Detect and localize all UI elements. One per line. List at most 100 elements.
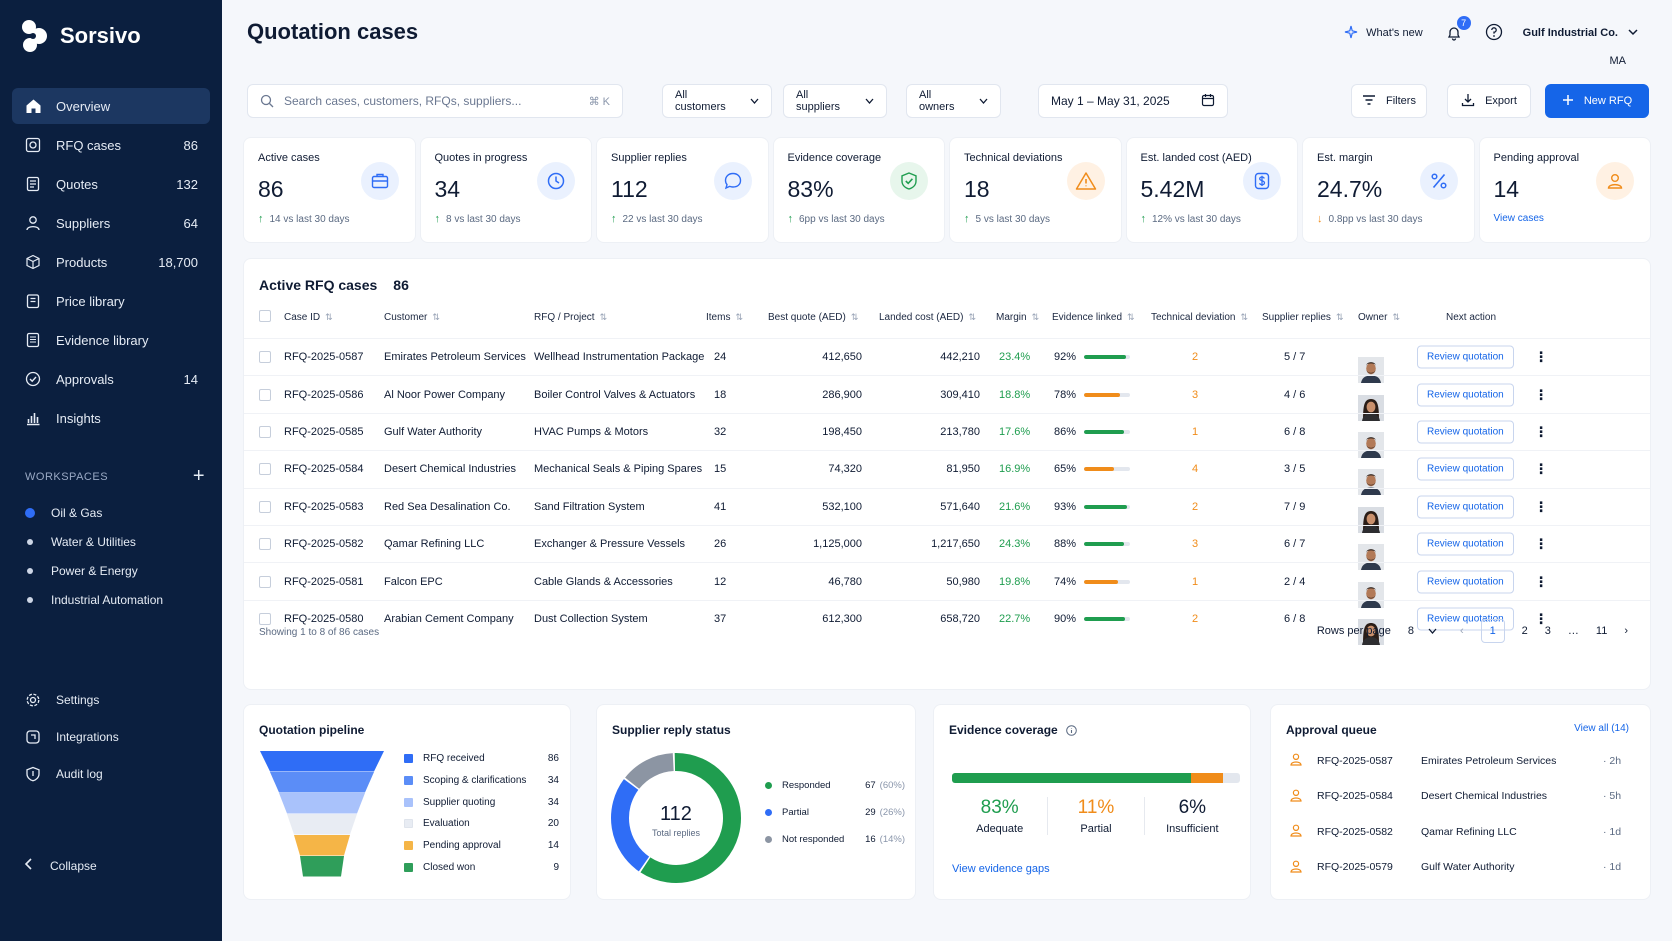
funnel-stage[interactable] [279, 793, 365, 814]
case-id[interactable]: RFQ-2025-0582 [284, 538, 364, 551]
funnel-stage[interactable] [287, 814, 357, 835]
table-row[interactable]: RFQ-2025-0583 Red Sea Desalination Co. San… [244, 487, 1650, 533]
column-header[interactable]: Case ID ⇅ [284, 312, 333, 323]
review-quotation-button[interactable]: Review quotation [1417, 495, 1514, 519]
kpi-card[interactable]: Evidence coverage 83% ↑ 6pp vs last 30 days [772, 137, 945, 243]
column-header[interactable]: Landed cost (AED) ⇅ [879, 312, 976, 323]
approval-queue-item[interactable]: RFQ-2025-0584 Desert Chemical Industries ·… [1289, 779, 1629, 815]
column-header[interactable]: Next action [1446, 312, 1496, 323]
review-quotation-button[interactable]: Review quotation [1417, 420, 1514, 444]
review-quotation-button[interactable]: Review quotation [1417, 345, 1514, 369]
kpi-card[interactable]: Active cases 86 ↑ 14 vs last 30 days [243, 137, 416, 243]
more-options-icon[interactable]: ⋮ [1534, 386, 1548, 403]
column-header[interactable]: Technical deviation ⇅ [1151, 312, 1248, 323]
prev-page-icon[interactable]: ‹ [1459, 625, 1464, 637]
table-row[interactable]: RFQ-2025-0585 Gulf Water Authority HVAC Pu… [244, 412, 1650, 458]
next-page-icon[interactable]: › [1624, 625, 1628, 637]
page-button[interactable]: 2 [1521, 625, 1528, 637]
column-header[interactable]: RFQ / Project ⇅ [534, 312, 607, 323]
avatar[interactable] [1358, 469, 1384, 498]
sidebar-item-rfq-cases[interactable]: RFQ cases 86 [12, 127, 210, 163]
row-checkbox[interactable] [259, 351, 271, 364]
page-button[interactable]: 3 [1544, 625, 1551, 637]
review-quotation-button[interactable]: Review quotation [1417, 383, 1514, 407]
info-icon[interactable] [1065, 724, 1077, 736]
more-options-icon[interactable]: ⋮ [1534, 498, 1548, 515]
kpi-card[interactable]: Quotes in progress 34 ↑ 8 vs last 30 days [419, 137, 592, 243]
case-id[interactable]: RFQ-2025-0581 [284, 575, 364, 588]
whats-new-button[interactable]: What's new [1344, 25, 1423, 42]
sidebar-item-evidence-library[interactable]: Evidence library [12, 322, 210, 358]
new-rfq-button[interactable]: New RFQ [1545, 84, 1649, 118]
supplier-filter-dropdown[interactable]: All suppliers [783, 84, 887, 118]
avatar[interactable] [1358, 357, 1384, 386]
view-evidence-gaps-link[interactable]: View evidence gaps [952, 863, 1050, 875]
donut-segment[interactable] [611, 779, 650, 872]
more-options-icon[interactable]: ⋮ [1534, 573, 1548, 590]
funnel-stage[interactable] [260, 751, 384, 772]
sidebar-item-products[interactable]: Products 18,700 [12, 244, 210, 280]
case-id[interactable]: RFQ-2025-0585 [284, 425, 364, 438]
row-checkbox[interactable] [259, 538, 271, 551]
export-button[interactable]: Export [1447, 84, 1531, 118]
row-checkbox[interactable] [259, 463, 271, 476]
table-row[interactable]: RFQ-2025-0582 Qamar Refining LLC Exchanger… [244, 524, 1650, 571]
table-row[interactable]: RFQ-2025-0587 Emirates Petroleum Services… [244, 338, 1650, 384]
kpi-card[interactable]: Est. landed cost (AED) 5.42M ↑ 12% vs last … [1125, 137, 1298, 243]
column-header[interactable]: Supplier replies ⇅ [1262, 312, 1343, 323]
date-range-picker[interactable]: May 1 – May 31, 2025 [1038, 84, 1228, 118]
approval-queue-item[interactable]: RFQ-2025-0587 Emirates Petroleum Services… [1289, 743, 1629, 779]
review-quotation-button[interactable]: Review quotation [1417, 607, 1514, 631]
table-row[interactable]: RFQ-2025-0584 Desert Chemical Industries M… [244, 450, 1650, 496]
filters-button[interactable]: Filters [1351, 84, 1427, 118]
more-options-icon[interactable]: ⋮ [1534, 610, 1548, 627]
sidebar-item-price-library[interactable]: Price library [12, 283, 210, 319]
row-checkbox[interactable] [259, 500, 271, 513]
sidebar-item-overview[interactable]: Overview [12, 88, 210, 124]
search-input[interactable]: Search cases, customers, RFQs, suppliers… [247, 84, 623, 118]
case-id[interactable]: RFQ-2025-0583 [284, 500, 364, 513]
avatar[interactable] [1358, 431, 1384, 461]
case-id[interactable]: RFQ-2025-0586 [284, 388, 364, 401]
more-options-icon[interactable]: ⋮ [1534, 348, 1548, 365]
funnel-stage[interactable] [270, 772, 374, 793]
row-checkbox[interactable] [259, 388, 271, 401]
sidebar-item-approvals[interactable]: Approvals 14 [12, 361, 210, 397]
sidebar-item-suppliers[interactable]: Suppliers 64 [12, 205, 210, 241]
table-row[interactable]: RFQ-2025-0581 Falcon EPC Cable Glands & Ac… [244, 562, 1650, 608]
select-all-checkbox[interactable] [259, 310, 271, 322]
collapse-button[interactable]: Collapse [24, 858, 97, 873]
notifications-button[interactable]: 7 [1443, 16, 1471, 44]
help-icon[interactable] [1485, 23, 1503, 44]
case-id[interactable]: RFQ-2025-0587 [284, 351, 364, 364]
row-checkbox[interactable] [259, 425, 271, 438]
more-options-icon[interactable]: ⋮ [1534, 535, 1548, 552]
rows-per-page-select[interactable]: 8 [1408, 625, 1437, 637]
kpi-card[interactable]: Supplier replies 112 ↑ 22 vs last 30 days [596, 137, 769, 243]
donut-segment[interactable] [640, 753, 741, 883]
more-options-icon[interactable]: ⋮ [1534, 460, 1548, 477]
column-header[interactable]: Items ⇅ [706, 312, 743, 323]
owner-filter-dropdown[interactable]: All owners [906, 84, 1001, 118]
view-cases-link[interactable]: View cases [1493, 213, 1544, 224]
donut-segment[interactable] [625, 753, 675, 790]
org-switcher[interactable]: Gulf Industrial Co. [1523, 27, 1638, 39]
table-row[interactable]: RFQ-2025-0586 Al Noor Power Company Boiler… [244, 375, 1650, 421]
review-quotation-button[interactable]: Review quotation [1417, 570, 1514, 594]
workspace-item[interactable]: Oil & Gas [25, 498, 205, 527]
avatar[interactable] [1358, 394, 1384, 424]
row-checkbox[interactable] [259, 575, 271, 588]
brand[interactable]: Sorsivo [18, 18, 141, 54]
sidebar-item-audit-log[interactable]: Audit log [12, 757, 210, 791]
sidebar-item-quotes[interactable]: Quotes 132 [12, 166, 210, 202]
table-row[interactable]: RFQ-2025-0580 Arabian Cement Company Dust … [244, 599, 1650, 645]
approval-queue-item[interactable]: RFQ-2025-0582 Qamar Refining LLC · 1d [1289, 814, 1629, 850]
avatar[interactable] [1358, 544, 1384, 573]
column-header[interactable]: Best quote (AED) ⇅ [768, 312, 858, 323]
avatar[interactable] [1358, 581, 1384, 611]
page-button[interactable]: 11 [1595, 625, 1608, 637]
column-header[interactable]: Customer ⇅ [384, 312, 440, 323]
column-header[interactable]: Owner ⇅ [1358, 312, 1400, 323]
page-button[interactable]: 1 [1480, 619, 1505, 643]
column-header[interactable]: Margin ⇅ [996, 312, 1039, 323]
